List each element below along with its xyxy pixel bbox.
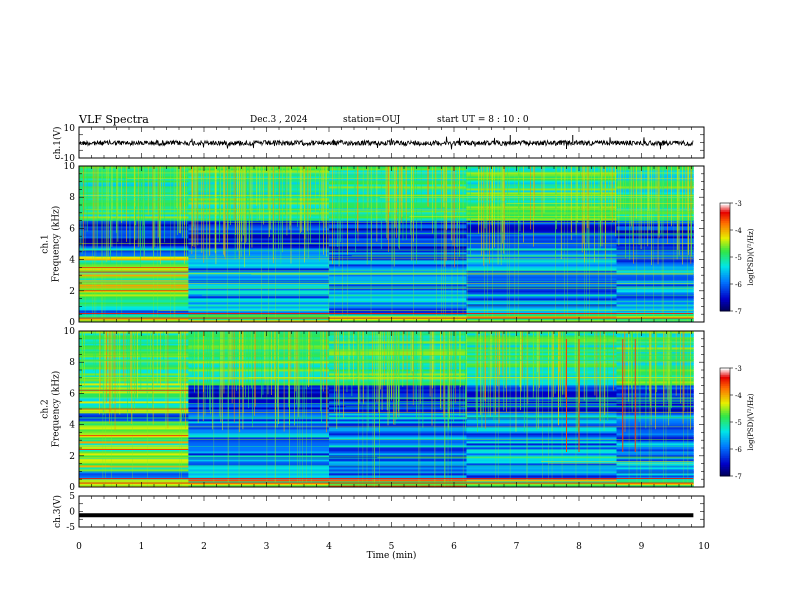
x-tick-label: 0 — [76, 542, 82, 552]
x-tick-label: 2 — [201, 542, 207, 552]
y-tick-label: 6 — [69, 224, 75, 234]
colorbar-tick-label: -7 — [735, 473, 742, 481]
y-tick-label: 4 — [69, 256, 75, 266]
ch1-waveform-line — [78, 136, 694, 150]
colorbar-tick-label: -6 — [735, 281, 742, 289]
ch2-spectrogram-ylabel: Frequency (kHz) — [51, 371, 62, 448]
y-tick-label: 6 — [69, 389, 75, 399]
x-tick-label: 1 — [139, 542, 145, 552]
x-tick-label: 7 — [514, 542, 520, 552]
y-tick-label: 2 — [69, 287, 75, 297]
x-tick-label: 5 — [389, 542, 395, 552]
colorbar-tick-label: -3 — [735, 200, 742, 208]
colorbar-tick-label: -4 — [735, 392, 742, 400]
x-tick-label: 8 — [576, 542, 582, 552]
y-tick-label: 8 — [69, 193, 75, 203]
y-tick-label: -5 — [66, 523, 75, 533]
x-tick-label: 4 — [326, 542, 332, 552]
colorbar-label: log(PSD)(V²/Hz) — [747, 393, 755, 450]
ch1-spectrogram — [79, 166, 694, 323]
y-tick-label: 0 — [69, 508, 75, 518]
y-tick-label: 0 — [69, 318, 75, 328]
y-tick-label: 10 — [64, 124, 76, 134]
figure-title: VLF Spectra — [79, 113, 149, 126]
ch2-spectrogram-ylabel: ch.2 — [41, 399, 51, 418]
ch1-spectrogram-colorbar: -3 -4 -5 -6 -7 log(PSD)(V²/Hz) — [719, 200, 755, 316]
ch1-ylabel: ch.1(V) — [52, 127, 63, 160]
y-tick-label: 4 — [69, 421, 75, 431]
x-tick-label: 6 — [451, 542, 457, 552]
start-time-label: start UT = 8 : 10 : 0 — [437, 115, 529, 125]
ch2-spectrogram — [79, 331, 694, 488]
y-tick-label: 5 — [69, 492, 75, 502]
colorbar-label: log(PSD)(V²/Hz) — [747, 228, 755, 285]
date-label: Dec.3 , 2024 — [250, 115, 308, 125]
station-label: station=OUJ — [343, 115, 401, 125]
x-tick-label: 9 — [639, 542, 645, 552]
x-tick-label: 10 — [698, 542, 710, 552]
y-tick-label: -10 — [61, 154, 76, 164]
y-tick-label: 2 — [69, 452, 75, 462]
y-tick-label: 8 — [69, 358, 75, 368]
colorbar-tick-label: -3 — [735, 365, 742, 373]
colorbar-tick-label: -4 — [735, 227, 742, 235]
colorbar-tick-label: -5 — [735, 419, 742, 427]
y-tick-label: 0 — [69, 483, 75, 493]
colorbar-tick-label: -6 — [735, 446, 742, 454]
x-axis-label: Time (min) — [367, 550, 417, 561]
y-tick-label: 10 — [64, 327, 76, 337]
x-tick-label: 3 — [264, 542, 270, 552]
ch1-spectrogram-ylabel: ch.1 — [41, 234, 51, 253]
ch1-spectrogram-ylabel: Frequency (kHz) — [51, 206, 62, 283]
colorbar-tick-label: -7 — [735, 308, 742, 316]
ch3-ylabel: ch.3(V) — [52, 495, 63, 528]
ch2-spectrogram-colorbar: -3 -4 -5 -6 -7 log(PSD)(V²/Hz) — [719, 365, 755, 481]
y-tick-label: 10 — [64, 162, 76, 172]
colorbar-tick-label: -5 — [735, 254, 742, 262]
